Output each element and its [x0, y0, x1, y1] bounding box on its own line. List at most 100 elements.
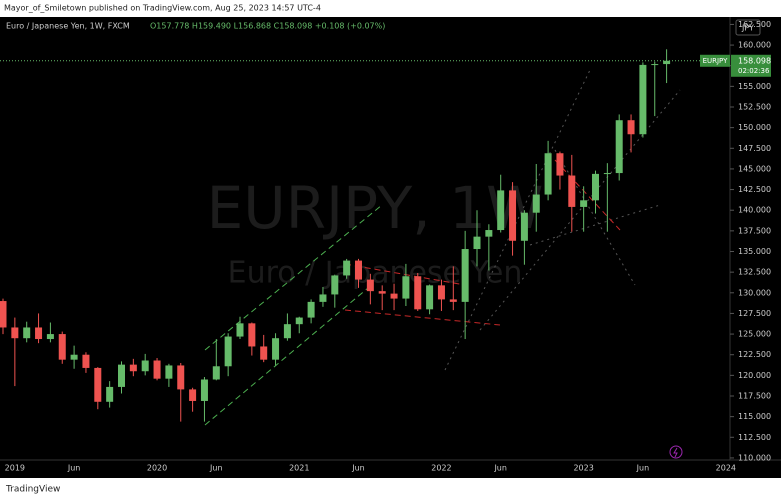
x-tick-label: Jun — [351, 464, 365, 473]
y-tick-label: 150.000 — [738, 123, 771, 132]
symbol-box — [700, 54, 730, 67]
y-tick-label: 110.000 — [738, 453, 771, 462]
candle-body — [260, 346, 268, 360]
candle-body — [165, 365, 173, 379]
currency-box[interactable] — [735, 19, 761, 36]
candle-body — [46, 334, 54, 340]
x-tick-label: 2019 — [5, 464, 25, 473]
candle-body — [414, 276, 422, 310]
candle-body — [153, 360, 161, 379]
candle-body — [319, 294, 327, 302]
candle-body — [70, 354, 78, 360]
candle-body — [663, 60, 671, 65]
symbol-label: EURJPY — [703, 57, 729, 65]
candle-body — [307, 301, 315, 318]
candle-body — [82, 354, 90, 368]
event-icon-bolt — [673, 447, 678, 458]
candle-body — [556, 153, 564, 176]
candle-body — [520, 212, 528, 241]
candle-body — [177, 365, 185, 390]
y-tick-label: 147.500 — [738, 144, 771, 153]
candle-body — [355, 260, 362, 280]
y-tick-label: 120.000 — [738, 371, 771, 380]
x-tick-label: Jun — [493, 464, 507, 473]
candle-body — [532, 194, 540, 213]
candle-body — [580, 200, 588, 207]
candle-body — [189, 389, 197, 401]
x-tick-label: 2022 — [431, 464, 451, 473]
trendline — [554, 149, 636, 286]
y-tick-label: 160.000 — [738, 41, 771, 50]
price-box — [731, 54, 771, 77]
candle-body — [366, 279, 374, 292]
candle-body — [129, 364, 137, 372]
y-tick-label: 155.000 — [738, 82, 771, 91]
candle-body — [402, 276, 410, 299]
candle-body — [283, 324, 291, 339]
candle-body — [615, 120, 623, 174]
y-tick-label: 135.000 — [738, 247, 771, 256]
x-tick-label: 2023 — [573, 464, 593, 473]
trendline — [444, 69, 591, 371]
candle-body — [473, 236, 481, 250]
candle-body — [141, 360, 149, 372]
candle-body — [639, 64, 647, 135]
y-tick-label: 142.500 — [738, 185, 771, 194]
footer-logo: TradingView — [5, 485, 60, 495]
y-tick-label: 115.000 — [738, 412, 771, 421]
candle-body — [331, 275, 339, 295]
candle-body — [200, 379, 208, 401]
candle-body — [118, 364, 125, 387]
trendline — [204, 287, 369, 426]
candle-body — [106, 386, 114, 402]
candle-body — [603, 173, 611, 175]
candle-body — [0, 301, 7, 328]
candle-body — [224, 336, 232, 367]
event-icon[interactable] — [669, 445, 683, 459]
candle-body — [544, 153, 552, 195]
trendline — [344, 309, 501, 326]
candle-body — [58, 334, 66, 360]
trendline — [204, 204, 383, 351]
y-tick-label: 122.500 — [738, 350, 771, 359]
candle-body — [94, 367, 102, 402]
candle-body — [378, 291, 386, 294]
x-tick-label: 2021 — [289, 464, 309, 473]
countdown: 02:02:36 — [738, 67, 770, 75]
currency[interactable]: JPY — [741, 24, 754, 33]
candle-body — [568, 175, 576, 207]
trendline — [479, 89, 681, 331]
y-tick-label: 117.500 — [738, 392, 771, 401]
header: Mayor_of_Smiletown published on TradingV… — [4, 4, 321, 13]
candle-body — [35, 327, 43, 340]
candle-body — [651, 64, 659, 66]
candle-body — [592, 173, 599, 201]
candle-body — [343, 260, 351, 276]
x-tick-label: Jun — [67, 464, 81, 473]
candle-body — [248, 323, 256, 347]
watermark: EURJPY, 1W — [207, 174, 544, 242]
candle-body — [426, 285, 434, 310]
x-tick-label: 2020 — [147, 464, 167, 473]
y-tick-label: 130.000 — [738, 288, 771, 297]
y-tick-label: 112.500 — [738, 433, 771, 442]
y-tick-label: 162.500 — [738, 20, 771, 29]
candle-body — [485, 230, 493, 237]
candle-body — [11, 327, 19, 339]
candle-body — [627, 120, 635, 135]
candle-body — [295, 317, 303, 325]
last-price-label: 158.098 — [738, 56, 771, 65]
candle-body — [509, 190, 517, 241]
x-tick-label: 2024 — [716, 464, 736, 473]
y-tick-label: 125.000 — [738, 330, 771, 339]
candle-body — [461, 249, 469, 302]
chart-background — [0, 17, 781, 478]
x-tick-label: Jun — [636, 464, 650, 473]
trendline — [344, 263, 466, 286]
candle-body — [497, 190, 505, 231]
y-tick-label: 152.500 — [738, 103, 771, 112]
y-tick-label: 127.500 — [738, 309, 771, 318]
y-tick-label: 137.500 — [738, 226, 771, 235]
